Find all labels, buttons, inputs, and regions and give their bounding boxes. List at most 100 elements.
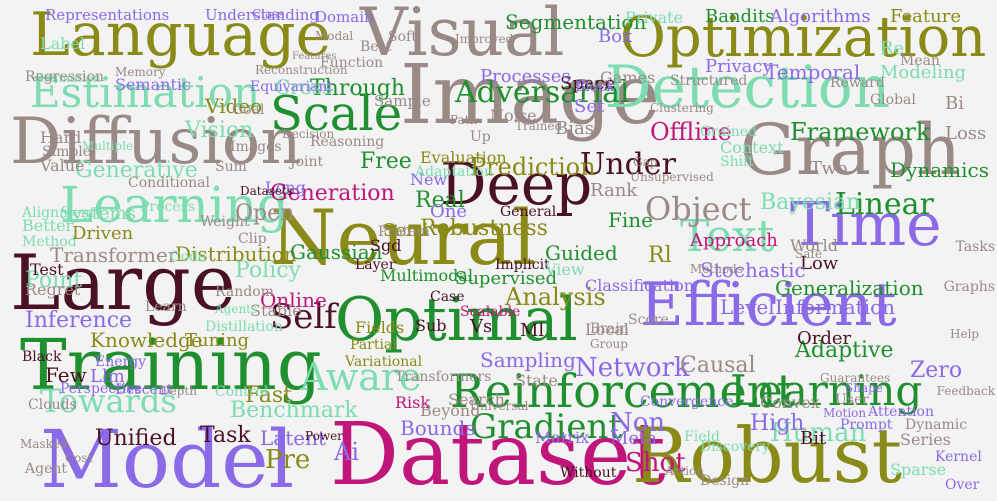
word-two: Two (810, 158, 848, 179)
word-test: Test (30, 260, 64, 279)
word-class: Class (252, 7, 285, 21)
word-modal: Modal (315, 29, 354, 43)
word-low: Low (800, 253, 839, 274)
word-partial: Partial (350, 337, 397, 353)
word-brain: Brain (590, 321, 629, 337)
word-value: Value (40, 156, 85, 175)
word-analysis: Analysis (505, 283, 606, 311)
word-space: Space (560, 73, 616, 94)
word-supervised: Supervised (455, 268, 558, 289)
word-agents: Agents (215, 302, 258, 316)
word-state: State (515, 371, 558, 390)
word-path: Path (450, 113, 478, 127)
word-attention: Attention (868, 404, 934, 420)
word-semi: Semi (383, 220, 429, 241)
word-tasks: Tasks (955, 239, 995, 255)
word-grained: Grained (700, 124, 757, 140)
word-transformer: Transformer (50, 243, 178, 267)
word-variational: Variational (345, 354, 423, 370)
word-layer: Layer (355, 257, 396, 273)
word-bi: Bi (945, 93, 964, 114)
word-generative: Generative (75, 158, 198, 183)
word-gap: Gap (633, 155, 658, 169)
word-help: Help (950, 327, 980, 341)
word-masked: Masked (20, 437, 68, 451)
word-non: Non (610, 408, 666, 438)
word-up: Up (470, 129, 491, 145)
word-universal: Universal (470, 399, 529, 413)
word-unsupervised: Unsupervised (630, 170, 714, 184)
word-bit: Bit (800, 428, 827, 449)
word-unified: Unified (95, 426, 177, 451)
word-equivariant: Equivariant (250, 79, 334, 95)
word-time: Time (790, 190, 942, 260)
word-adaptation: Adaptation (415, 164, 493, 180)
word-large: Large (10, 238, 236, 327)
word-search: Search (448, 390, 505, 409)
word-stochastic: Stochastic (700, 258, 806, 282)
word-processes: Processes (480, 66, 571, 87)
word-clustering: Clustering (650, 101, 714, 115)
word-point: Point (25, 268, 83, 293)
word-pre: Pre (265, 445, 311, 475)
word-one: One (430, 201, 468, 222)
word-understanding: Understanding (205, 6, 319, 24)
word-bandits: Bandits (705, 6, 775, 27)
word-best: Best (360, 39, 392, 55)
word-mean: Mean (900, 53, 940, 69)
word-model: Model (40, 413, 295, 501)
word-re: Re (880, 38, 905, 59)
word-games: Games (600, 68, 656, 87)
word-set: Set (574, 96, 605, 117)
word-task: Task (200, 423, 251, 448)
word-framework: Framework (790, 118, 931, 146)
word-diffusion: Diffusion (10, 105, 302, 179)
word-object: Object (645, 190, 752, 228)
word-process: Process (140, 199, 196, 215)
word-methods: Methods (690, 262, 744, 276)
word-sub: Sub (415, 316, 447, 335)
word-training: Training (20, 324, 322, 406)
word-reinforcement: Reinforcement (450, 364, 795, 418)
word-image: Image (400, 48, 661, 143)
word-level: Level (720, 295, 775, 319)
word-beyond: Beyond (420, 401, 481, 420)
word-clip: Clip (238, 231, 267, 247)
word-reward: Reward (830, 75, 885, 91)
word-sparse: Sparse (890, 460, 947, 479)
word-segmentation: Segmentation (505, 10, 647, 34)
word-detection: Detection (605, 53, 891, 121)
word-code: Code (170, 249, 207, 265)
word-world: World (790, 236, 838, 255)
word-images: Images (230, 139, 282, 155)
word-bayesian: Bayesian (760, 190, 861, 215)
word-evaluation: Evaluation (420, 148, 507, 167)
word-dynamic: Dynamic (905, 417, 968, 433)
word-estimation: Estimation (30, 68, 261, 117)
word-features: Features (292, 51, 337, 62)
word-rl: Rl (648, 243, 672, 268)
word-feature: Feature (890, 6, 961, 27)
word-gaussian: Gaussian (290, 240, 383, 264)
word-general: General (500, 204, 557, 220)
word-bias: Bias (555, 118, 594, 139)
word-context: Context (720, 138, 784, 157)
word-guarantees: Guarantees (820, 371, 891, 385)
word-learn: Learn (145, 299, 187, 315)
word-multimodal: Multimodal (380, 266, 474, 285)
word-offline: Offline (650, 118, 732, 146)
word-without: Without (560, 465, 617, 481)
word-real: Real (415, 188, 465, 213)
word-learning: Learning (60, 176, 289, 234)
word-structured: Structured (670, 73, 748, 89)
word-series: Series (900, 430, 951, 449)
word-scale: Scale (270, 86, 403, 142)
word-estimation: Estimation (35, 71, 101, 85)
word-function: Function (320, 55, 384, 71)
word-modeling: Modeling (880, 62, 967, 83)
word-noise: Noise (490, 106, 537, 125)
word-memory: Memory (115, 65, 166, 79)
word-network: Network (575, 353, 690, 383)
word-robust: Robust (632, 411, 903, 500)
word-field: Field (684, 429, 720, 445)
